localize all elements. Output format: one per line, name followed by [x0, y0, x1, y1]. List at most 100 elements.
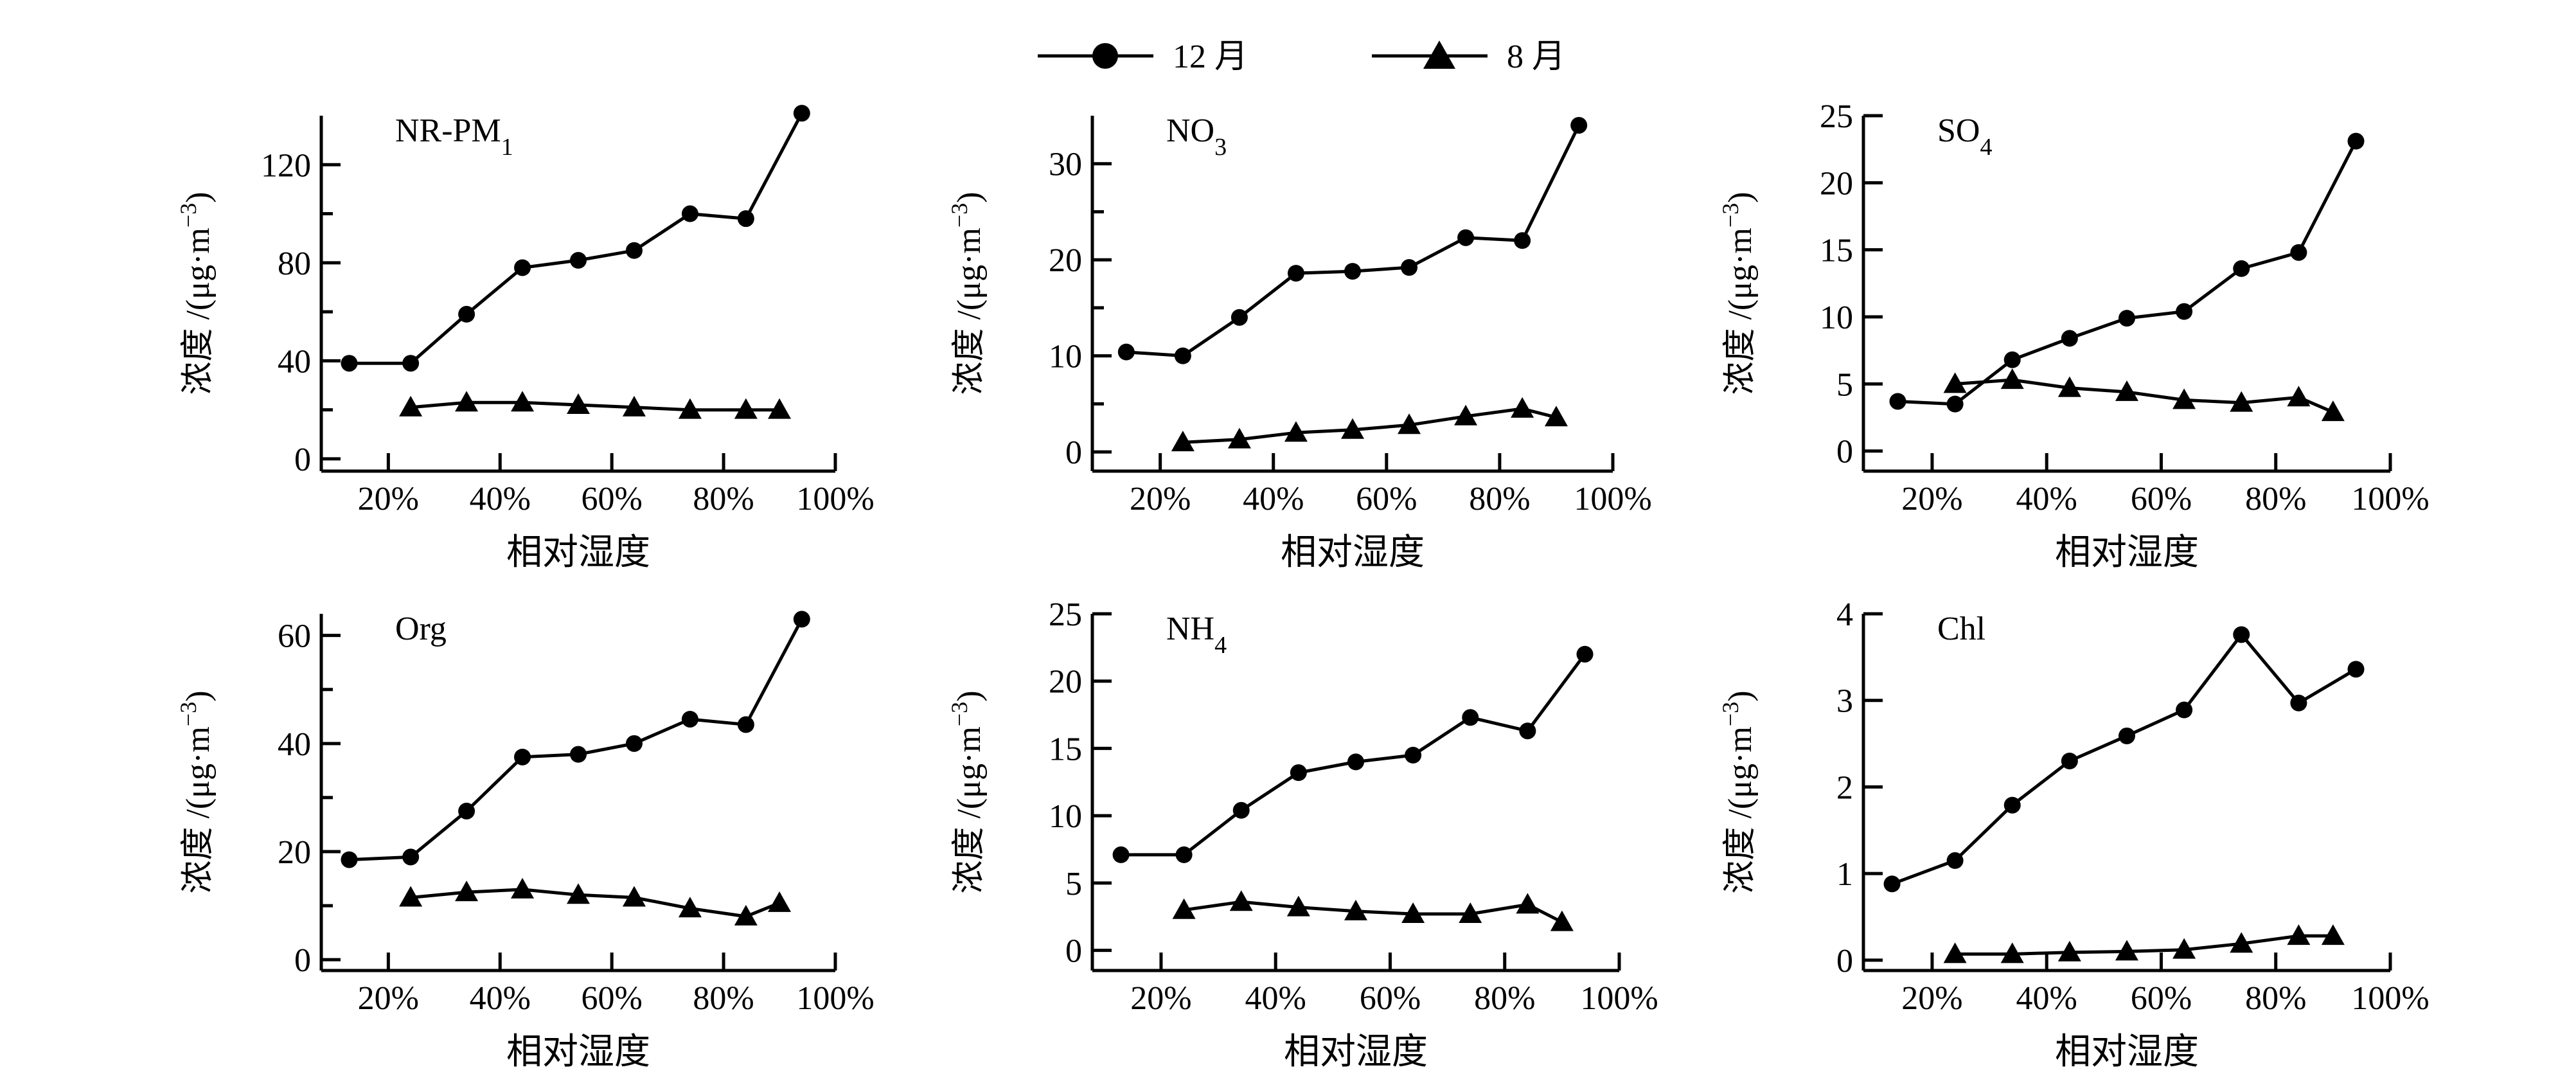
triangle-point: [768, 398, 792, 419]
circle-point: [1946, 395, 1964, 413]
x-tick-label: 40%: [1243, 481, 1304, 517]
triangle-point: [2057, 376, 2081, 397]
circle-point: [2061, 753, 2078, 770]
y-tick-label: 60: [278, 618, 311, 655]
series-line: [1184, 900, 1563, 924]
x-tick-label: 60%: [2131, 980, 2192, 1017]
triangle-point: [1454, 404, 1478, 425]
circle-point: [1519, 722, 1536, 740]
triangle-point: [1459, 902, 1482, 924]
circle-point: [737, 716, 754, 733]
x-tick-label: 20%: [1901, 980, 1962, 1017]
series-line: [1897, 140, 2358, 406]
x-tick-label: 60%: [2131, 481, 2192, 517]
circle-point: [1462, 709, 1479, 726]
y-axis-title: 浓度 /(μg·m−3): [175, 192, 217, 395]
circle-point: [1576, 645, 1594, 663]
x-tick-label: 80%: [2245, 481, 2306, 517]
x-tick-label: 100%: [2351, 481, 2429, 517]
y-tick-label: 5: [1065, 866, 1082, 902]
triangle-point: [1344, 899, 1367, 920]
panel-title: NR-PM1: [395, 112, 513, 161]
y-axis-title: 浓度 /(μg·m−3): [1718, 192, 1759, 395]
y-tick-label: 40: [278, 726, 311, 763]
chart-panel: 0 40 80 120 20% 40% 60% 80% 100% 相对湿度 浓度 /(μg·m−3)…: [175, 105, 875, 573]
circle-point: [402, 355, 420, 372]
triangle-point: [399, 886, 423, 907]
x-tick-label: 80%: [1469, 481, 1530, 517]
y-tick-label: 1: [1836, 856, 1853, 893]
triangle-point: [511, 391, 535, 412]
panel-title: NH4: [1166, 611, 1227, 659]
circle-point: [1344, 263, 1361, 280]
chart-panel: 0 20 40 60 20% 40% 60% 80% 100% 相对湿度 浓度 /(μg·m−3) O…: [175, 611, 875, 1072]
x-axis-title: 相对湿度: [1281, 533, 1425, 573]
y-tick-label: 5: [1836, 366, 1853, 403]
x-tick-label: 100%: [796, 481, 874, 517]
triangle-point: [678, 398, 702, 419]
circle-point: [1514, 232, 1531, 249]
circle-point: [1112, 846, 1130, 863]
series-august: [399, 877, 792, 926]
triangle-point: [2115, 940, 2138, 961]
x-tick-label: 40%: [2016, 481, 2077, 517]
triangle-point: [511, 877, 535, 899]
triangle-point: [2321, 400, 2345, 422]
series-line: [410, 888, 780, 918]
triangle-point: [1544, 406, 1568, 427]
y-tick-label: 10: [1820, 300, 1853, 336]
triangle-point: [1401, 902, 1425, 924]
y-tick-label: 20: [1049, 242, 1082, 279]
y-tick-label: 40: [278, 343, 311, 380]
chart-panel: 0 5 10 15 20 25 20% 40% 60% 80% 100% 相对湿度 浓度 /(μg·m−…: [946, 596, 1658, 1072]
circle-point: [2347, 661, 2365, 678]
x-tick-label: 20%: [358, 481, 419, 517]
circle-point: [514, 748, 531, 765]
x-tick-label: 20%: [1130, 481, 1191, 517]
triangle-point: [1550, 910, 1574, 931]
triangle-point: [567, 883, 590, 904]
x-axis-title: 相对湿度: [2055, 1032, 2199, 1072]
circle-point: [2119, 310, 2135, 327]
legend: 12 月 8 月: [1038, 39, 1565, 75]
series-line: [1955, 934, 2333, 956]
x-tick-label: 20%: [1130, 980, 1191, 1017]
legend-label: 12 月: [1173, 39, 1248, 75]
series-december: [341, 105, 810, 372]
circle-point: [341, 355, 358, 372]
x-tick-label: 60%: [582, 481, 643, 517]
circle-point: [1889, 393, 1906, 410]
series-line: [1955, 378, 2334, 414]
triangle-point: [1229, 890, 1253, 911]
circle-point: [1570, 116, 1588, 134]
legend-circle-marker: [1092, 43, 1118, 69]
triangle-point: [2287, 924, 2311, 945]
series-line: [1891, 632, 2357, 886]
series-december: [1117, 116, 1588, 364]
triangle-point: [1284, 421, 1308, 442]
panel-title: Org: [395, 611, 447, 647]
triangle-point: [1511, 397, 1534, 418]
circle-point: [2003, 351, 2021, 368]
circle-point: [2176, 303, 2193, 320]
x-tick-label: 100%: [2351, 980, 2429, 1017]
triangle-point: [768, 891, 792, 912]
y-tick-label: 15: [1049, 731, 1082, 767]
triangle-point: [1943, 372, 1967, 393]
triangle-point: [567, 393, 590, 415]
y-tick-label: 4: [1836, 596, 1853, 633]
triangle-point: [2321, 924, 2345, 945]
circle-point: [1230, 309, 1248, 326]
y-tick-label: 0: [1065, 434, 1082, 471]
panel-title: NO3: [1166, 112, 1227, 161]
x-tick-label: 40%: [2016, 980, 2077, 1017]
triangle-point: [2000, 368, 2024, 389]
series-december: [1112, 645, 1594, 863]
triangle-point: [1172, 898, 1196, 919]
y-tick-label: 0: [1065, 933, 1082, 970]
series-december: [1889, 132, 2365, 413]
y-tick-label: 25: [1820, 98, 1853, 135]
triangle-point: [1227, 427, 1251, 449]
circle-point: [514, 259, 531, 276]
